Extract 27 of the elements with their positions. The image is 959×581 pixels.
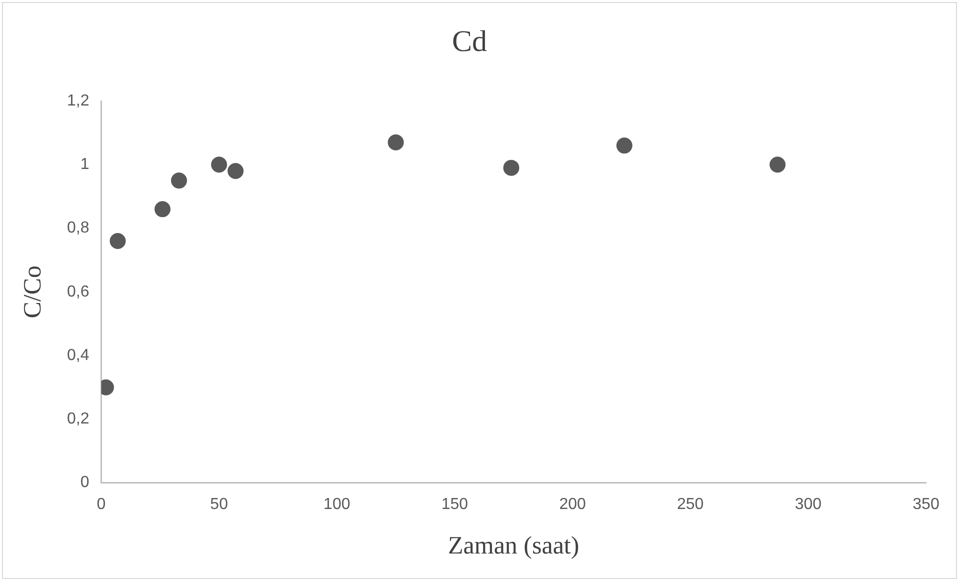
y-tick-label: 0,6 bbox=[66, 283, 90, 300]
point bbox=[616, 138, 632, 154]
x-tick-label: 0 bbox=[96, 496, 106, 513]
x-tick-label: 350 bbox=[912, 496, 940, 513]
x-tick-label: 50 bbox=[210, 496, 228, 513]
point bbox=[770, 156, 786, 173]
point bbox=[171, 172, 188, 189]
x-axis-title: Zaman (saat) bbox=[448, 532, 580, 560]
point bbox=[228, 162, 244, 179]
point bbox=[388, 134, 404, 150]
y-tick-label: 0,4 bbox=[66, 346, 90, 364]
point bbox=[211, 156, 228, 173]
y-tick-label: 1 bbox=[80, 156, 90, 174]
point bbox=[154, 201, 171, 218]
y-tick-label: 0 bbox=[80, 474, 90, 492]
y-tick-label: 0,8 bbox=[66, 220, 90, 237]
x-tick-label: 100 bbox=[324, 496, 350, 513]
y-axis-title: C/Co bbox=[20, 266, 47, 318]
x-tick-label: 150 bbox=[441, 496, 468, 513]
chart-title: Cd bbox=[452, 24, 488, 58]
x-tick-label: 200 bbox=[559, 496, 586, 513]
y-tick-label: 1,2 bbox=[66, 92, 90, 110]
y-tick-label: 0,2 bbox=[66, 410, 90, 428]
point bbox=[503, 160, 520, 176]
x-tick-label: 250 bbox=[677, 496, 704, 513]
x-tick-label: 300 bbox=[794, 496, 822, 513]
point bbox=[110, 232, 126, 249]
